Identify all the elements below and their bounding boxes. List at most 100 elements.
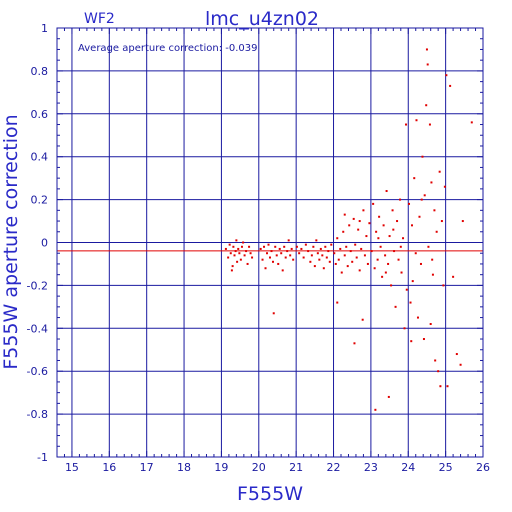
data-point: [405, 123, 408, 126]
data-point: [431, 258, 434, 261]
data-point: [414, 252, 417, 255]
data-point: [283, 245, 286, 248]
data-point: [248, 245, 251, 248]
data-point: [270, 250, 273, 253]
data-point: [377, 237, 380, 240]
data-point: [405, 288, 408, 291]
data-point: [387, 262, 390, 265]
data-point: [461, 220, 464, 223]
data-point: [287, 239, 290, 242]
data-point: [334, 262, 337, 265]
data-point: [445, 74, 448, 77]
data-point: [372, 202, 375, 205]
data-point: [348, 224, 351, 227]
data-point: [435, 230, 438, 233]
data-point: [470, 121, 473, 124]
data-point: [228, 243, 231, 246]
data-point: [408, 202, 411, 205]
data-point: [399, 245, 402, 248]
x-tick-label: 17: [140, 461, 154, 474]
data-point: [227, 256, 230, 259]
data-point: [413, 177, 416, 180]
data-point: [264, 267, 267, 270]
data-point: [410, 340, 413, 343]
data-point: [325, 256, 328, 259]
data-point: [242, 241, 245, 244]
data-point: [368, 222, 371, 225]
y-tick-labels: -1 -0.8 -0.6 -0.4 -0.2 0 0.2 0.4 0.6 0.8 1: [27, 22, 48, 464]
data-point: [272, 312, 275, 315]
data-point: [232, 245, 235, 248]
data-point: [251, 256, 254, 259]
x-tick-label: 22: [327, 461, 341, 474]
x-tick-label: 20: [252, 461, 266, 474]
data-point: [409, 301, 412, 304]
x-axis-title: F555W: [237, 483, 303, 505]
y-tick-label: 0: [41, 237, 48, 250]
data-point: [455, 353, 458, 356]
data-point: [292, 258, 295, 261]
data-point: [234, 250, 237, 253]
data-point: [313, 265, 316, 268]
data-point: [295, 245, 298, 248]
data-point: [428, 123, 431, 126]
data-point: [430, 181, 433, 184]
data-point: [300, 247, 303, 250]
data-point: [339, 247, 342, 250]
x-tick-label: 18: [177, 461, 191, 474]
grid: [57, 28, 483, 457]
data-point: [381, 275, 384, 278]
data-point: [243, 254, 246, 257]
data-point: [437, 370, 440, 373]
data-point: [330, 243, 333, 246]
data-point: [315, 239, 318, 242]
data-point: [349, 250, 352, 253]
data-point: [423, 194, 426, 197]
data-point: [289, 254, 292, 257]
y-tick-label: -0.4: [27, 322, 48, 335]
data-point: [284, 256, 287, 259]
reference-lines: [57, 242, 483, 252]
data-point: [375, 230, 378, 233]
data-point: [246, 262, 249, 265]
data-point: [267, 243, 270, 246]
data-point: [318, 258, 321, 261]
data-point: [415, 119, 418, 122]
data-point: [385, 190, 388, 193]
data-point: [261, 258, 264, 261]
data-point: [266, 252, 269, 255]
data-point: [397, 258, 400, 261]
data-point: [425, 104, 428, 107]
data-point: [353, 342, 356, 345]
data-point: [420, 198, 423, 201]
data-point: [440, 220, 443, 223]
data-point: [411, 280, 414, 283]
data-point: [358, 269, 361, 272]
data-point: [277, 262, 280, 265]
data-point: [224, 247, 227, 250]
data-point: [421, 155, 424, 158]
data-point: [429, 323, 432, 326]
data-point: [336, 237, 339, 240]
data-point: [324, 245, 327, 248]
y-tick-label: -0.8: [27, 408, 48, 421]
data-point: [396, 220, 399, 223]
data-point: [394, 305, 397, 308]
data-point: [361, 318, 364, 321]
data-point: [378, 215, 381, 218]
data-point: [366, 262, 369, 265]
data-point: [290, 247, 293, 250]
data-point: [360, 247, 363, 250]
data-point: [391, 209, 394, 212]
data-point: [319, 247, 322, 250]
data-point: [422, 338, 425, 341]
data-point: [384, 254, 387, 257]
data-point: [373, 267, 376, 270]
data-point: [259, 247, 262, 250]
data-point: [365, 235, 368, 238]
data-point: [229, 252, 232, 255]
data-point: [333, 252, 336, 255]
data-point: [346, 265, 349, 268]
data-points: [224, 48, 473, 411]
data-point: [355, 256, 358, 259]
